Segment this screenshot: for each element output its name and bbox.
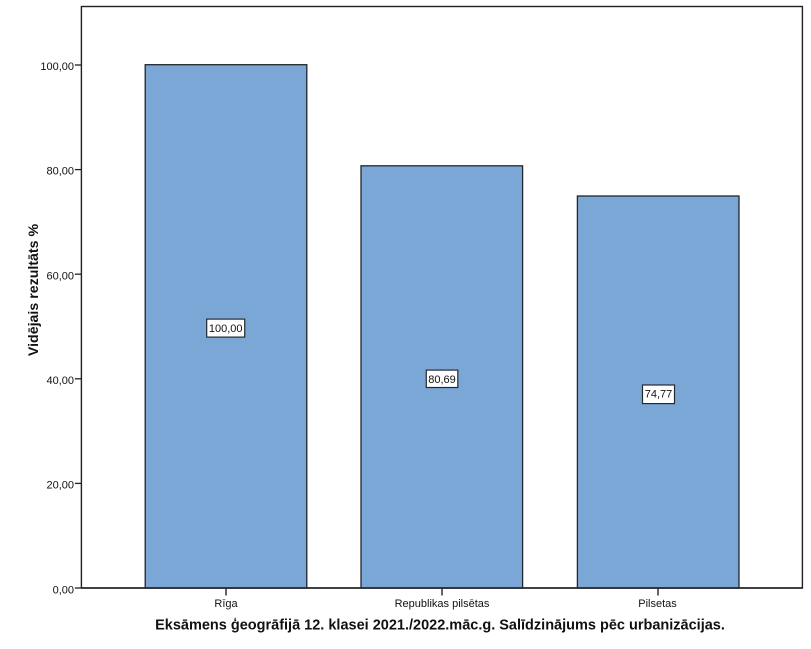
svg-text:0,00: 0,00 — [53, 584, 74, 596]
svg-text:20,00: 20,00 — [46, 480, 74, 492]
svg-text:40,00: 40,00 — [46, 375, 74, 387]
svg-text:Vidējais rezultāts %: Vidējais rezultāts % — [26, 224, 42, 357]
svg-text:60,00: 60,00 — [46, 270, 74, 282]
svg-text:Eksāmens ģeogrāfijā 12. klasei: Eksāmens ģeogrāfijā 12. klasei 2021./202… — [155, 618, 725, 634]
svg-text:Pilsetas: Pilsetas — [638, 598, 677, 610]
svg-text:100,00: 100,00 — [209, 323, 243, 335]
svg-text:80,00: 80,00 — [46, 166, 74, 178]
svg-text:Rīga: Rīga — [214, 598, 238, 610]
svg-text:74,77: 74,77 — [645, 389, 673, 401]
svg-text:100,00: 100,00 — [40, 61, 74, 73]
svg-text:80,69: 80,69 — [428, 374, 456, 386]
svg-text:Republikas pilsētas: Republikas pilsētas — [395, 598, 490, 610]
